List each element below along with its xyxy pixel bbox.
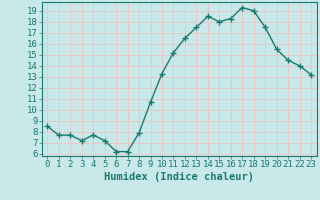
X-axis label: Humidex (Indice chaleur): Humidex (Indice chaleur) [104,172,254,182]
